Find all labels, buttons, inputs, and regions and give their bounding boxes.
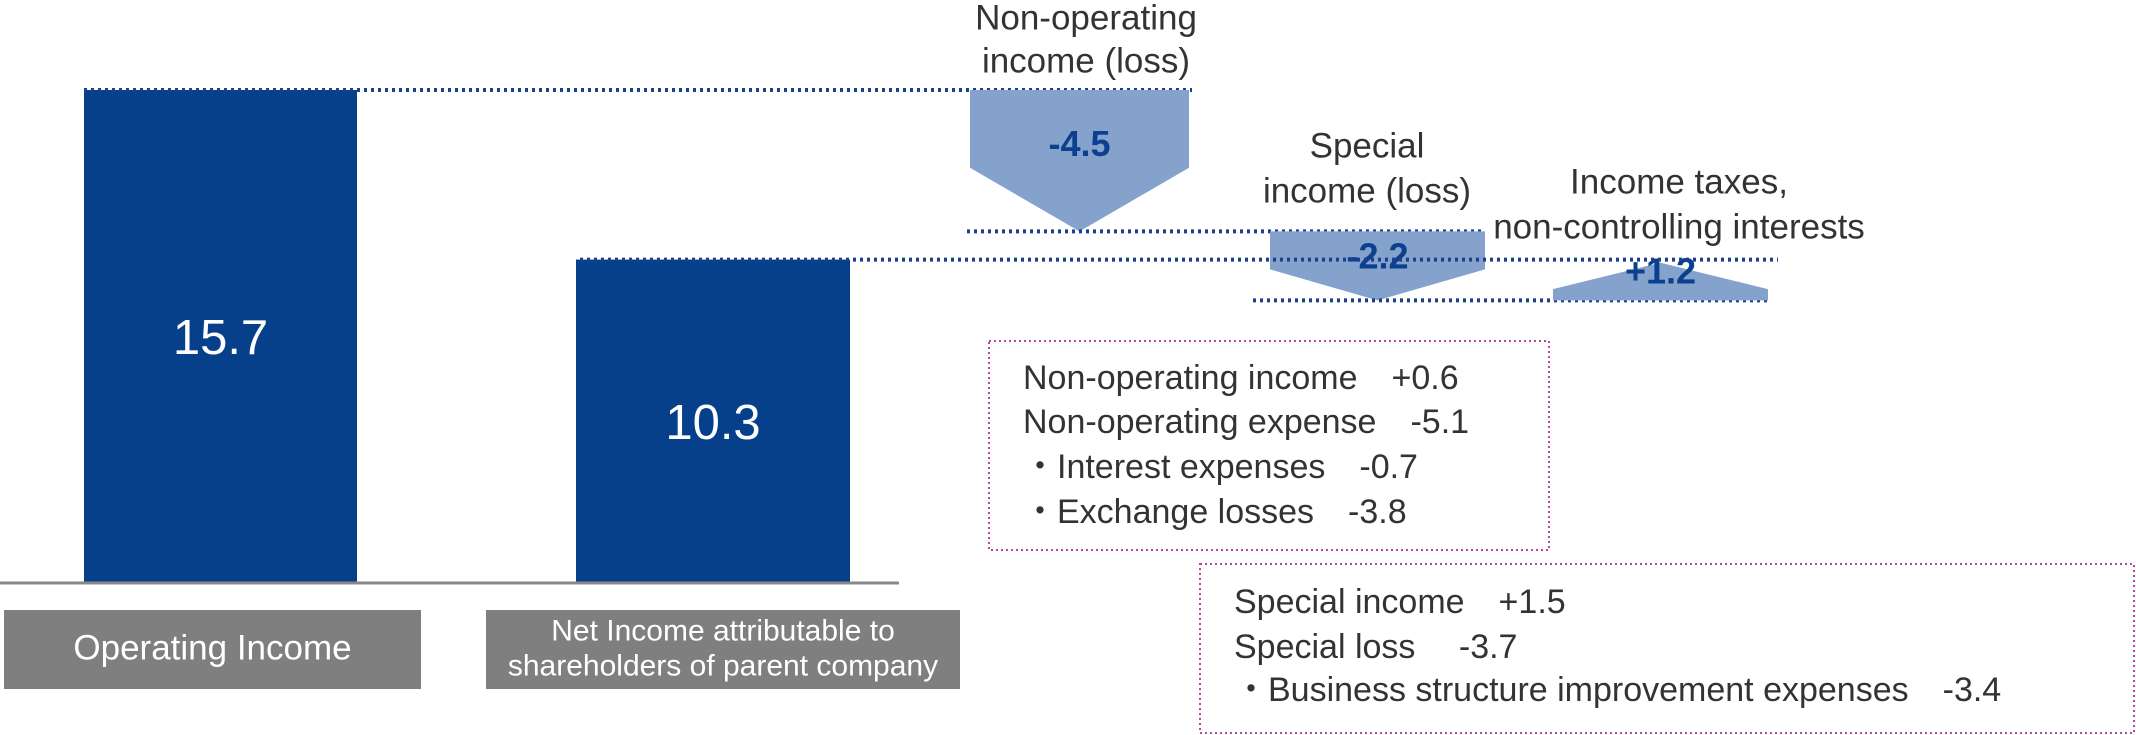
step-value: -2.2 <box>1346 235 1408 276</box>
note-line: Non-operating expense -5.1 <box>1023 403 1469 441</box>
step-arrow <box>1270 231 1485 301</box>
step-arrow <box>970 90 1189 232</box>
category-label: Net Income attributable to <box>551 614 895 647</box>
category-box <box>4 610 421 689</box>
step-label: Non-operating <box>975 0 1197 37</box>
step-label: income (loss) <box>982 41 1190 80</box>
note-line: Special loss -3.7 <box>1234 628 1517 666</box>
step-value: +1.2 <box>1625 251 1696 292</box>
note-box <box>988 340 1550 551</box>
note-line: Special income +1.5 <box>1234 583 1566 621</box>
note-box <box>1199 563 2135 734</box>
total-value: 10.3 <box>665 396 760 450</box>
step-value: -4.5 <box>1048 123 1110 164</box>
step-label: non-controlling interests <box>1493 207 1865 246</box>
note-line: ・Business structure improvement expenses… <box>1234 671 2001 709</box>
category-box <box>486 610 960 689</box>
note-line: ・Interest expenses -0.7 <box>1023 448 1418 486</box>
note-line: ・Exchange losses -3.8 <box>1023 493 1407 531</box>
step-label: Income taxes, <box>1570 162 1788 201</box>
total-value: 15.7 <box>173 311 268 365</box>
step-arrow <box>1553 262 1768 301</box>
note-line: Non-operating income +0.6 <box>1023 359 1459 397</box>
total-bar <box>84 90 357 584</box>
step-label: Special <box>1310 126 1425 165</box>
total-bar <box>576 259 850 583</box>
category-label: Operating Income <box>73 628 351 667</box>
category-label: shareholders of parent company <box>508 649 938 682</box>
step-label: income (loss) <box>1263 171 1471 210</box>
